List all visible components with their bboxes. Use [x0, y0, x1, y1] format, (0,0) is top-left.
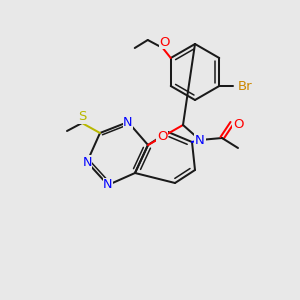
Text: S: S — [78, 110, 86, 124]
Text: O: O — [157, 130, 167, 143]
Text: O: O — [233, 118, 243, 131]
Text: N: N — [123, 116, 133, 128]
Text: Br: Br — [238, 80, 253, 92]
Text: N: N — [195, 134, 205, 146]
Text: N: N — [103, 178, 113, 191]
Text: N: N — [82, 155, 92, 169]
Text: O: O — [160, 35, 170, 49]
